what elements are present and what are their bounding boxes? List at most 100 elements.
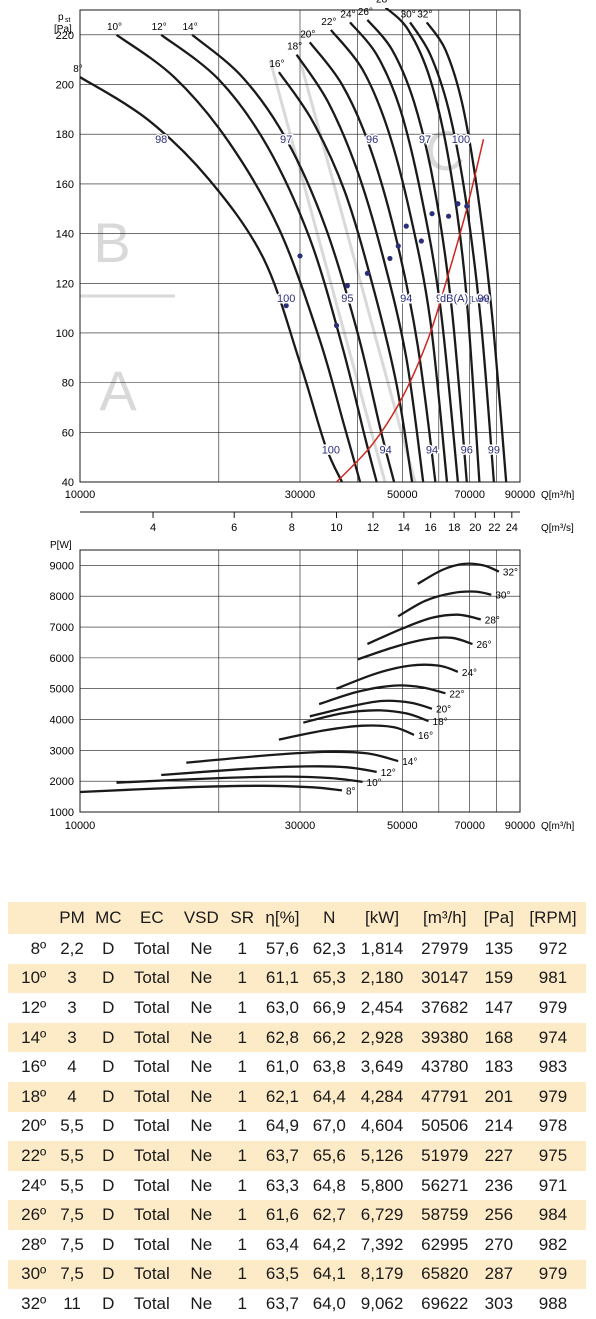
sound-unit-label: dB(A) — [440, 293, 468, 305]
power-curve — [309, 699, 433, 718]
table-cell: 63,7 — [265, 1145, 299, 1165]
sound-level-label: 100 — [452, 134, 470, 146]
table-cell: Total — [133, 1175, 170, 1195]
fan-curve — [277, 71, 414, 482]
table-row: 20º 5,5 D Total Ne 1 64,9 67,0 4,604 50506 214 978 — [8, 1112, 586, 1142]
sound-level-label: 94 — [379, 445, 391, 457]
x2-tick-label: 8 — [289, 522, 295, 534]
curve-angle-label: 30° — [495, 591, 510, 602]
table-cell: Total — [133, 938, 170, 958]
table-cell: 24º — [21, 1175, 47, 1195]
table-cell: 64,9 — [265, 1116, 299, 1136]
table-cell: D — [102, 1086, 115, 1106]
table-cell: 61,6 — [265, 1205, 299, 1225]
x-tick-label: 30000 — [285, 820, 316, 832]
operating-point — [429, 211, 435, 217]
header-pm: PM — [59, 908, 85, 927]
performance-table: PM MC EC VSD SR η[%] N [kW] [m³/h] [Pa] … — [8, 902, 586, 1319]
table-cell: 1 — [237, 1293, 247, 1313]
sound-unit-sub-label: [LwA] — [469, 295, 489, 304]
curve-angle-label: 24° — [340, 9, 355, 20]
x2-tick-label: 18 — [448, 522, 460, 534]
table-row: 18º 4 D Total Ne 1 62,1 64,4 4,284 47791 201 979 — [8, 1081, 586, 1112]
table-cell: 5,126 — [360, 1145, 404, 1165]
performance-table-body: 8º 2,2 D Total Ne 1 57,6 62,3 1,814 27979 135 972 10… — [8, 934, 586, 1319]
power-curve — [79, 784, 343, 794]
header-vsd: VSD — [183, 908, 219, 927]
table-cell: 28º — [21, 1234, 47, 1254]
table-cell: 67,0 — [312, 1116, 346, 1136]
y-tick-label: 2000 — [50, 776, 74, 788]
operating-point — [297, 253, 303, 259]
x2-tick-label: 12 — [367, 522, 379, 534]
curve-angle-label: 32° — [417, 9, 432, 20]
table-row: 8º 2,2 D Total Ne 1 57,6 62,3 1,814 27979 135 972 — [8, 934, 586, 964]
curve-angle-label: 32° — [503, 568, 518, 579]
table-row: 12º 3 D Total Ne 1 63,0 66,9 2,454 37682 147 979 — [8, 993, 586, 1023]
table-cell: 14º — [21, 1027, 47, 1047]
table-cell: 975 — [538, 1145, 568, 1165]
y-tick-label: 4000 — [50, 715, 74, 727]
plot-frame — [79, 9, 521, 483]
table-cell: 11 — [63, 1293, 81, 1313]
operating-point — [445, 213, 452, 219]
table-header-row: PM MC EC VSD SR η[%] N [kW] [m³/h] [Pa] … — [8, 902, 586, 934]
table-cell: 4 — [67, 1086, 77, 1106]
y-tick-label: 200 — [56, 80, 74, 92]
x2-tick-label: 6 — [231, 522, 237, 534]
table-cell: 1 — [237, 968, 247, 988]
table-cell: 1 — [237, 1234, 247, 1254]
curve-angle-label: 24° — [462, 668, 477, 679]
table-cell: 6,729 — [360, 1205, 404, 1225]
x2-tick-label: 4 — [150, 522, 156, 534]
table-cell: 2,454 — [360, 997, 404, 1017]
x-tick-label: 70000 — [454, 820, 485, 832]
y-tick-label: 5000 — [50, 684, 74, 696]
table-cell: 3,649 — [360, 1057, 404, 1077]
table-cell: 1 — [237, 1086, 247, 1106]
table-cell: 64,4 — [312, 1086, 346, 1106]
table-cell: 65,6 — [312, 1145, 346, 1165]
operating-point — [364, 270, 370, 276]
table-cell: Ne — [190, 1234, 213, 1254]
table-cell: 159 — [484, 968, 514, 988]
table-cell: 974 — [538, 1027, 568, 1047]
table-cell: 287 — [484, 1264, 514, 1284]
curve-angle-label: 8° — [346, 786, 356, 797]
table-cell: 981 — [538, 968, 568, 988]
x2-tick-label: 16 — [425, 522, 437, 534]
sound-level-label: 96 — [461, 445, 473, 457]
table-cell: 988 — [538, 1293, 568, 1313]
table-cell: 51979 — [421, 1145, 469, 1165]
table-cell: 63,3 — [265, 1175, 299, 1195]
header-sr: SR — [230, 908, 254, 927]
x-tick-label: 50000 — [387, 820, 418, 832]
table-cell: 8,179 — [360, 1264, 404, 1284]
operating-point — [418, 238, 424, 244]
table-cell: 1 — [237, 997, 247, 1017]
table-cell: D — [102, 1027, 115, 1047]
sound-level-label: 99 — [488, 445, 500, 457]
table-cell: 135 — [484, 938, 514, 958]
power-curve — [278, 724, 415, 741]
curve-angle-label: 30° — [401, 9, 416, 20]
table-cell: 18º — [21, 1086, 47, 1106]
table-cell: Ne — [190, 1264, 213, 1284]
table-cell: 7,392 — [360, 1234, 404, 1254]
curve-angle-label: 8° — [73, 64, 83, 75]
table-cell: 256 — [484, 1205, 514, 1225]
table-cell: 62,1 — [265, 1086, 299, 1106]
table-cell: 64,8 — [312, 1175, 346, 1195]
header-angle — [8, 902, 54, 934]
table-cell: 5,800 — [360, 1175, 404, 1195]
header-ec: EC — [140, 908, 164, 927]
table-cell: 5,5 — [60, 1175, 84, 1195]
table-cell: 64,2 — [312, 1234, 346, 1254]
x-tick-label: 30000 — [285, 489, 316, 501]
zone-label-b: B — [93, 211, 130, 274]
x2-tick-label: 10 — [330, 522, 342, 534]
sound-level-label: 96 — [366, 134, 378, 146]
table-cell: 26º — [21, 1205, 47, 1225]
table-cell: 62,3 — [312, 938, 346, 958]
table-row: 22º 5,5 D Total Ne 1 63,7 65,6 5,126 51979 227 975 — [8, 1141, 586, 1171]
